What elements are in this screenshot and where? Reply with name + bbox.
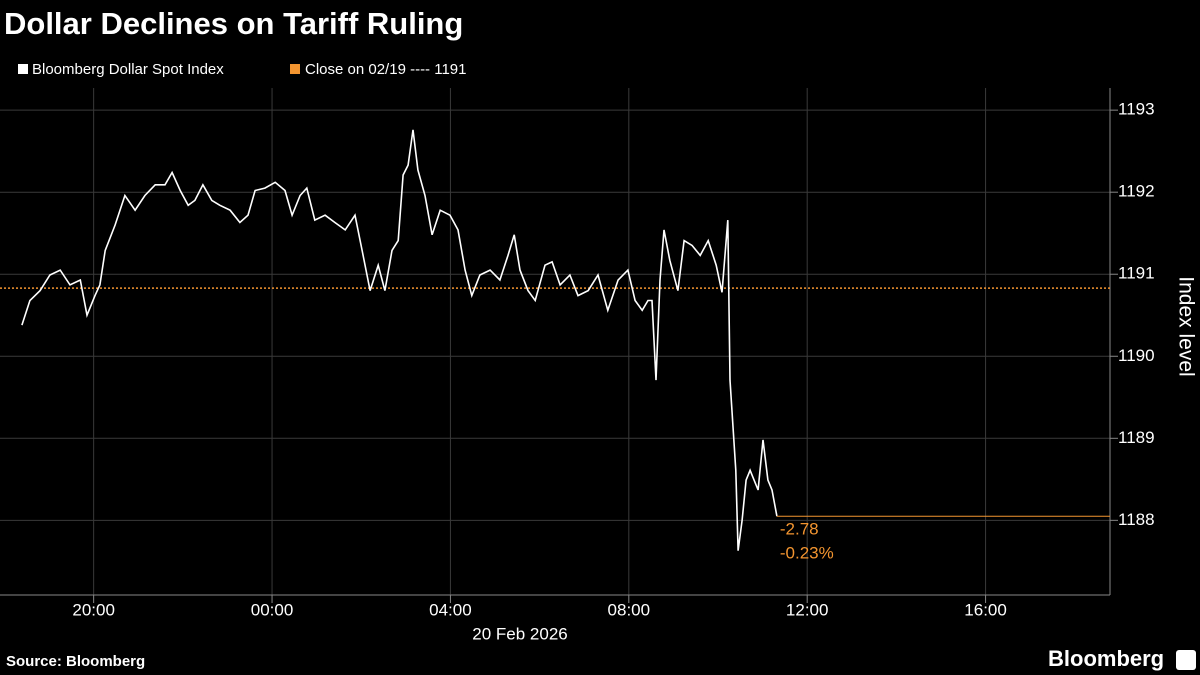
series-line [21,129,778,551]
y-tick-label: 1188 [1118,510,1155,529]
annotation: -2.78 [780,520,819,539]
annotation: -0.23% [780,544,834,563]
chart-title: Dollar Declines on Tariff Ruling [4,6,463,41]
y-tick-label: 1191 [1118,264,1155,283]
x-axis-label: 20 Feb 2026 [472,624,567,643]
legend-swatch [18,64,28,74]
x-tick-label: 20:00 [72,600,115,619]
y-tick-label: 1192 [1118,182,1155,201]
brand-icon [1176,650,1196,670]
legend-label: Bloomberg Dollar Spot Index [32,61,224,78]
y-tick-label: 1193 [1118,100,1155,119]
y-axis-label: Index level [1174,276,1197,376]
x-tick-label: 00:00 [251,600,294,619]
y-tick-label: 1190 [1118,346,1155,365]
source: Source: Bloomberg [6,653,145,670]
y-tick-label: 1189 [1118,428,1155,447]
brand: Bloomberg [1048,646,1164,671]
legend-swatch [290,64,300,74]
x-tick-label: 16:00 [964,600,1007,619]
legend-label: Close on 02/19 ---- 1191 [305,61,466,78]
x-tick-label: 12:00 [786,600,829,619]
x-tick-label: 04:00 [429,600,472,619]
x-tick-label: 08:00 [608,600,651,619]
